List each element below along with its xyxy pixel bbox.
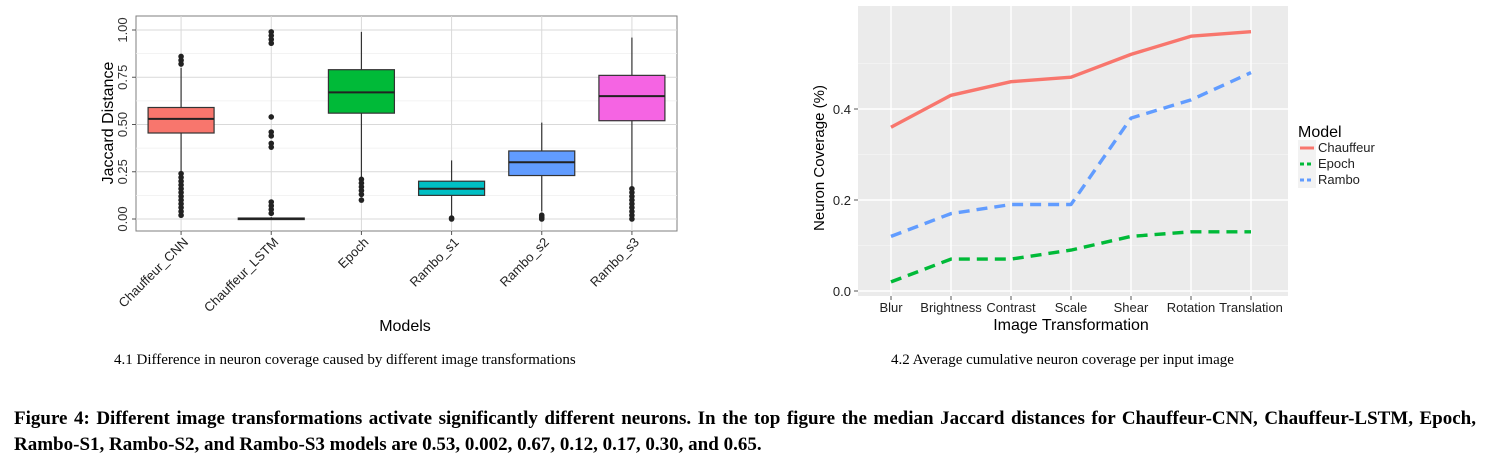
box-outlier xyxy=(268,129,275,135)
box-x-tick-label: Chauffeur_LSTM xyxy=(201,235,281,315)
series-line-epoch xyxy=(890,230,1251,284)
box-iqr xyxy=(147,106,215,134)
box-y-tick-label: 0.25 xyxy=(115,159,130,184)
line-x-tick-label: Brightness xyxy=(920,300,982,315)
box-x-tick-label: Epoch xyxy=(335,235,372,272)
box-y-tick-label: 1.00 xyxy=(115,17,130,42)
line-x-tick-label: Rotation xyxy=(1167,300,1215,315)
box-outlier xyxy=(268,114,275,120)
box-outlier xyxy=(178,170,184,177)
series-line-rambo xyxy=(890,71,1252,238)
line-y-axis-label: Neuron Coverage (%) xyxy=(811,85,828,231)
box-outlier xyxy=(358,197,365,203)
box-chauffeur-lstm xyxy=(237,29,305,221)
box-y-axis-label: Jaccard Distance xyxy=(100,62,117,185)
box-plot-chart: 0.00 0.25 0.50 0.75 1.00 Chauffeur_CNN Chauff… xyxy=(100,15,678,335)
box-rambo-s2 xyxy=(508,122,576,222)
box-x-tick-label: Chauffeur_CNN xyxy=(115,235,191,311)
box-x-tick-label: Rambo_s1 xyxy=(407,235,462,290)
box-iqr xyxy=(598,74,666,122)
line-x-tick-label: Translation xyxy=(1219,300,1283,315)
box-outlier xyxy=(629,185,635,192)
box-outlier xyxy=(448,215,455,221)
box-epoch xyxy=(327,31,396,203)
line-x-axis-label: Image Transformation xyxy=(993,317,1149,334)
box-outlier xyxy=(268,140,275,147)
box-outlier xyxy=(178,53,184,60)
line-chart: 0.0 0.2 0.4 Blur Brightness Contrast Scale She… xyxy=(811,6,1376,334)
legend-label: Epoch xyxy=(1318,156,1355,171)
line-y-tick-label: 0.0 xyxy=(833,284,851,299)
figure-caption: Figure 4: Different image transformation… xyxy=(14,408,1476,455)
line-y-tick-label: 0.4 xyxy=(833,102,851,117)
series-line-chauffeur xyxy=(890,30,1252,129)
line-x-tick-label: Scale xyxy=(1055,300,1088,315)
line-chart-panel xyxy=(858,6,1288,296)
box-rambo-s1 xyxy=(417,160,486,222)
box-y-tick-label: 0.50 xyxy=(115,112,130,137)
line-x-tick-label: Blur xyxy=(879,300,903,315)
box-x-tick-label: Rambo_s2 xyxy=(497,235,552,290)
box-x-tick-label: Rambo_s3 xyxy=(587,235,642,290)
box-y-tick-label: 0.00 xyxy=(115,206,130,231)
box-outlier xyxy=(268,29,275,35)
line-y-tick-label: 0.2 xyxy=(833,193,851,208)
box-rambo-s3 xyxy=(598,37,666,222)
line-x-tick-label: Contrast xyxy=(986,300,1036,315)
box-x-axis-label: Models xyxy=(379,318,431,335)
box-chauffeur-cnn xyxy=(147,53,215,219)
box-outlier xyxy=(538,212,545,219)
sub-caption-right: 4.2 Average cumulative neuron coverage p… xyxy=(891,352,1234,368)
line-x-tick-label: Shear xyxy=(1114,300,1149,315)
box-outlier xyxy=(358,176,365,183)
legend-label: Rambo xyxy=(1318,172,1360,187)
legend-title: Model xyxy=(1298,124,1342,141)
legend-label: Chauffeur xyxy=(1318,140,1376,155)
box-plot-panel xyxy=(135,15,678,232)
box-outlier xyxy=(268,199,275,205)
sub-caption-left: 4.1 Difference in neuron coverage caused… xyxy=(114,352,576,368)
box-y-tick-label: 0.75 xyxy=(115,65,130,90)
